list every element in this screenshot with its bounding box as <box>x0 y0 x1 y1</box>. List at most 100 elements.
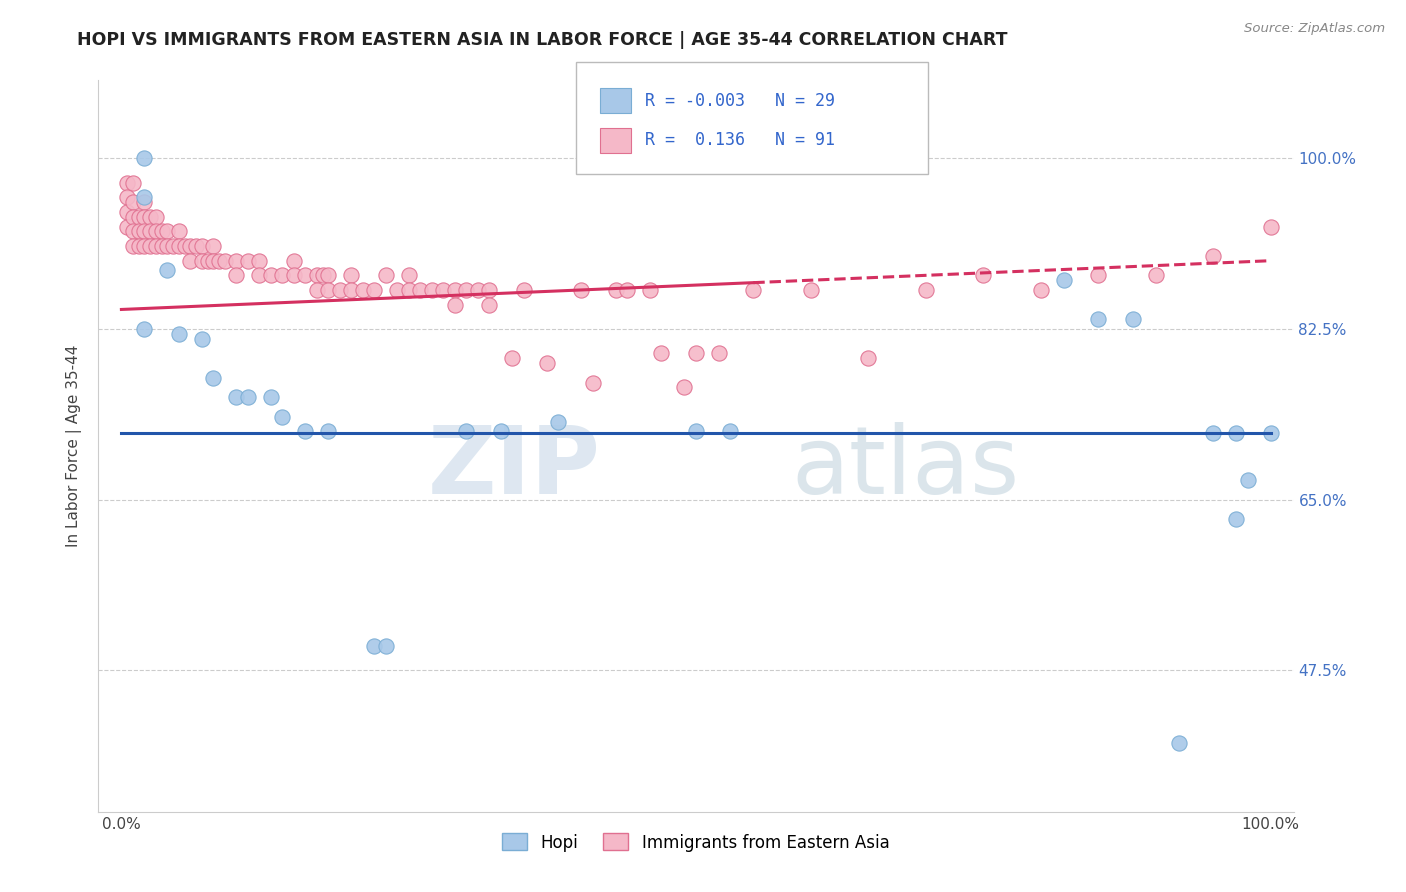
Point <box>443 297 465 311</box>
Point <box>294 268 316 283</box>
Point <box>512 283 534 297</box>
Point <box>115 176 138 190</box>
Point <box>581 376 603 390</box>
Point <box>260 268 283 283</box>
Point <box>972 268 994 283</box>
Point <box>420 283 443 297</box>
Point <box>398 283 420 297</box>
Point <box>202 239 225 253</box>
Point <box>685 346 707 360</box>
Point <box>547 415 569 429</box>
Text: HOPI VS IMMIGRANTS FROM EASTERN ASIA IN LABOR FORCE | AGE 35-44 CORRELATION CHAR: HOPI VS IMMIGRANTS FROM EASTERN ASIA IN … <box>77 31 1008 49</box>
Point <box>247 253 270 268</box>
Point <box>225 390 247 404</box>
Point <box>167 326 190 341</box>
Point <box>167 239 190 253</box>
Point <box>1202 249 1225 263</box>
Text: Source: ZipAtlas.com: Source: ZipAtlas.com <box>1244 22 1385 36</box>
Point <box>478 297 501 311</box>
Point <box>134 210 156 224</box>
Point <box>115 190 138 204</box>
Point <box>294 425 316 439</box>
Point <box>650 346 672 360</box>
Point <box>1144 268 1167 283</box>
Point <box>1225 512 1247 526</box>
Y-axis label: In Labor Force | Age 35-44: In Labor Force | Age 35-44 <box>66 345 83 547</box>
Point <box>673 380 696 394</box>
Point <box>467 283 489 297</box>
Point <box>340 268 363 283</box>
Point <box>156 263 179 277</box>
Point <box>1029 283 1052 297</box>
Point <box>225 253 247 268</box>
Point <box>1202 426 1225 441</box>
Point <box>128 210 150 224</box>
Point <box>1260 426 1282 441</box>
Point <box>914 283 936 297</box>
Point <box>139 210 162 224</box>
Point <box>340 283 363 297</box>
Point <box>1087 268 1109 283</box>
Point <box>134 151 156 165</box>
Point <box>1225 426 1247 441</box>
Point <box>162 239 184 253</box>
Point <box>184 239 207 253</box>
Point <box>1260 219 1282 234</box>
Point <box>385 283 409 297</box>
Point <box>707 346 730 360</box>
Point <box>685 425 707 439</box>
Point <box>316 268 339 283</box>
Point <box>167 224 190 238</box>
Point <box>1053 273 1076 287</box>
Point <box>305 283 328 297</box>
Point <box>398 268 420 283</box>
Point <box>122 210 145 224</box>
Point <box>122 176 145 190</box>
Point <box>271 409 294 424</box>
Text: R =  0.136   N = 91: R = 0.136 N = 91 <box>645 131 835 149</box>
Point <box>191 239 214 253</box>
Point <box>139 239 162 253</box>
Point <box>145 224 167 238</box>
Point <box>128 224 150 238</box>
Point <box>156 239 179 253</box>
Point <box>134 190 156 204</box>
Point <box>489 425 512 439</box>
Point <box>569 283 592 297</box>
Point <box>305 268 328 283</box>
Point <box>858 351 880 366</box>
Point <box>134 322 156 336</box>
Point <box>311 268 333 283</box>
Point <box>1236 473 1258 487</box>
Point <box>191 332 214 346</box>
Point <box>316 283 339 297</box>
Point <box>179 253 201 268</box>
Point <box>260 390 283 404</box>
Point <box>122 195 145 210</box>
Text: ZIP: ZIP <box>427 422 600 514</box>
Point <box>115 205 138 219</box>
Point <box>742 283 765 297</box>
Point <box>432 283 454 297</box>
Point <box>197 253 219 268</box>
Point <box>374 268 396 283</box>
Point <box>316 425 339 439</box>
Point <box>283 268 305 283</box>
Point <box>208 253 231 268</box>
Point <box>478 283 501 297</box>
Point <box>616 283 638 297</box>
Point <box>173 239 195 253</box>
Point <box>134 239 156 253</box>
Point <box>409 283 432 297</box>
Point <box>283 253 305 268</box>
Point <box>329 283 352 297</box>
Point <box>156 224 179 238</box>
Point <box>1167 736 1189 750</box>
Point <box>374 639 396 653</box>
Point <box>456 283 478 297</box>
Point <box>202 253 225 268</box>
Point <box>443 283 465 297</box>
Point <box>225 268 247 283</box>
Point <box>1087 312 1109 326</box>
Point <box>145 210 167 224</box>
